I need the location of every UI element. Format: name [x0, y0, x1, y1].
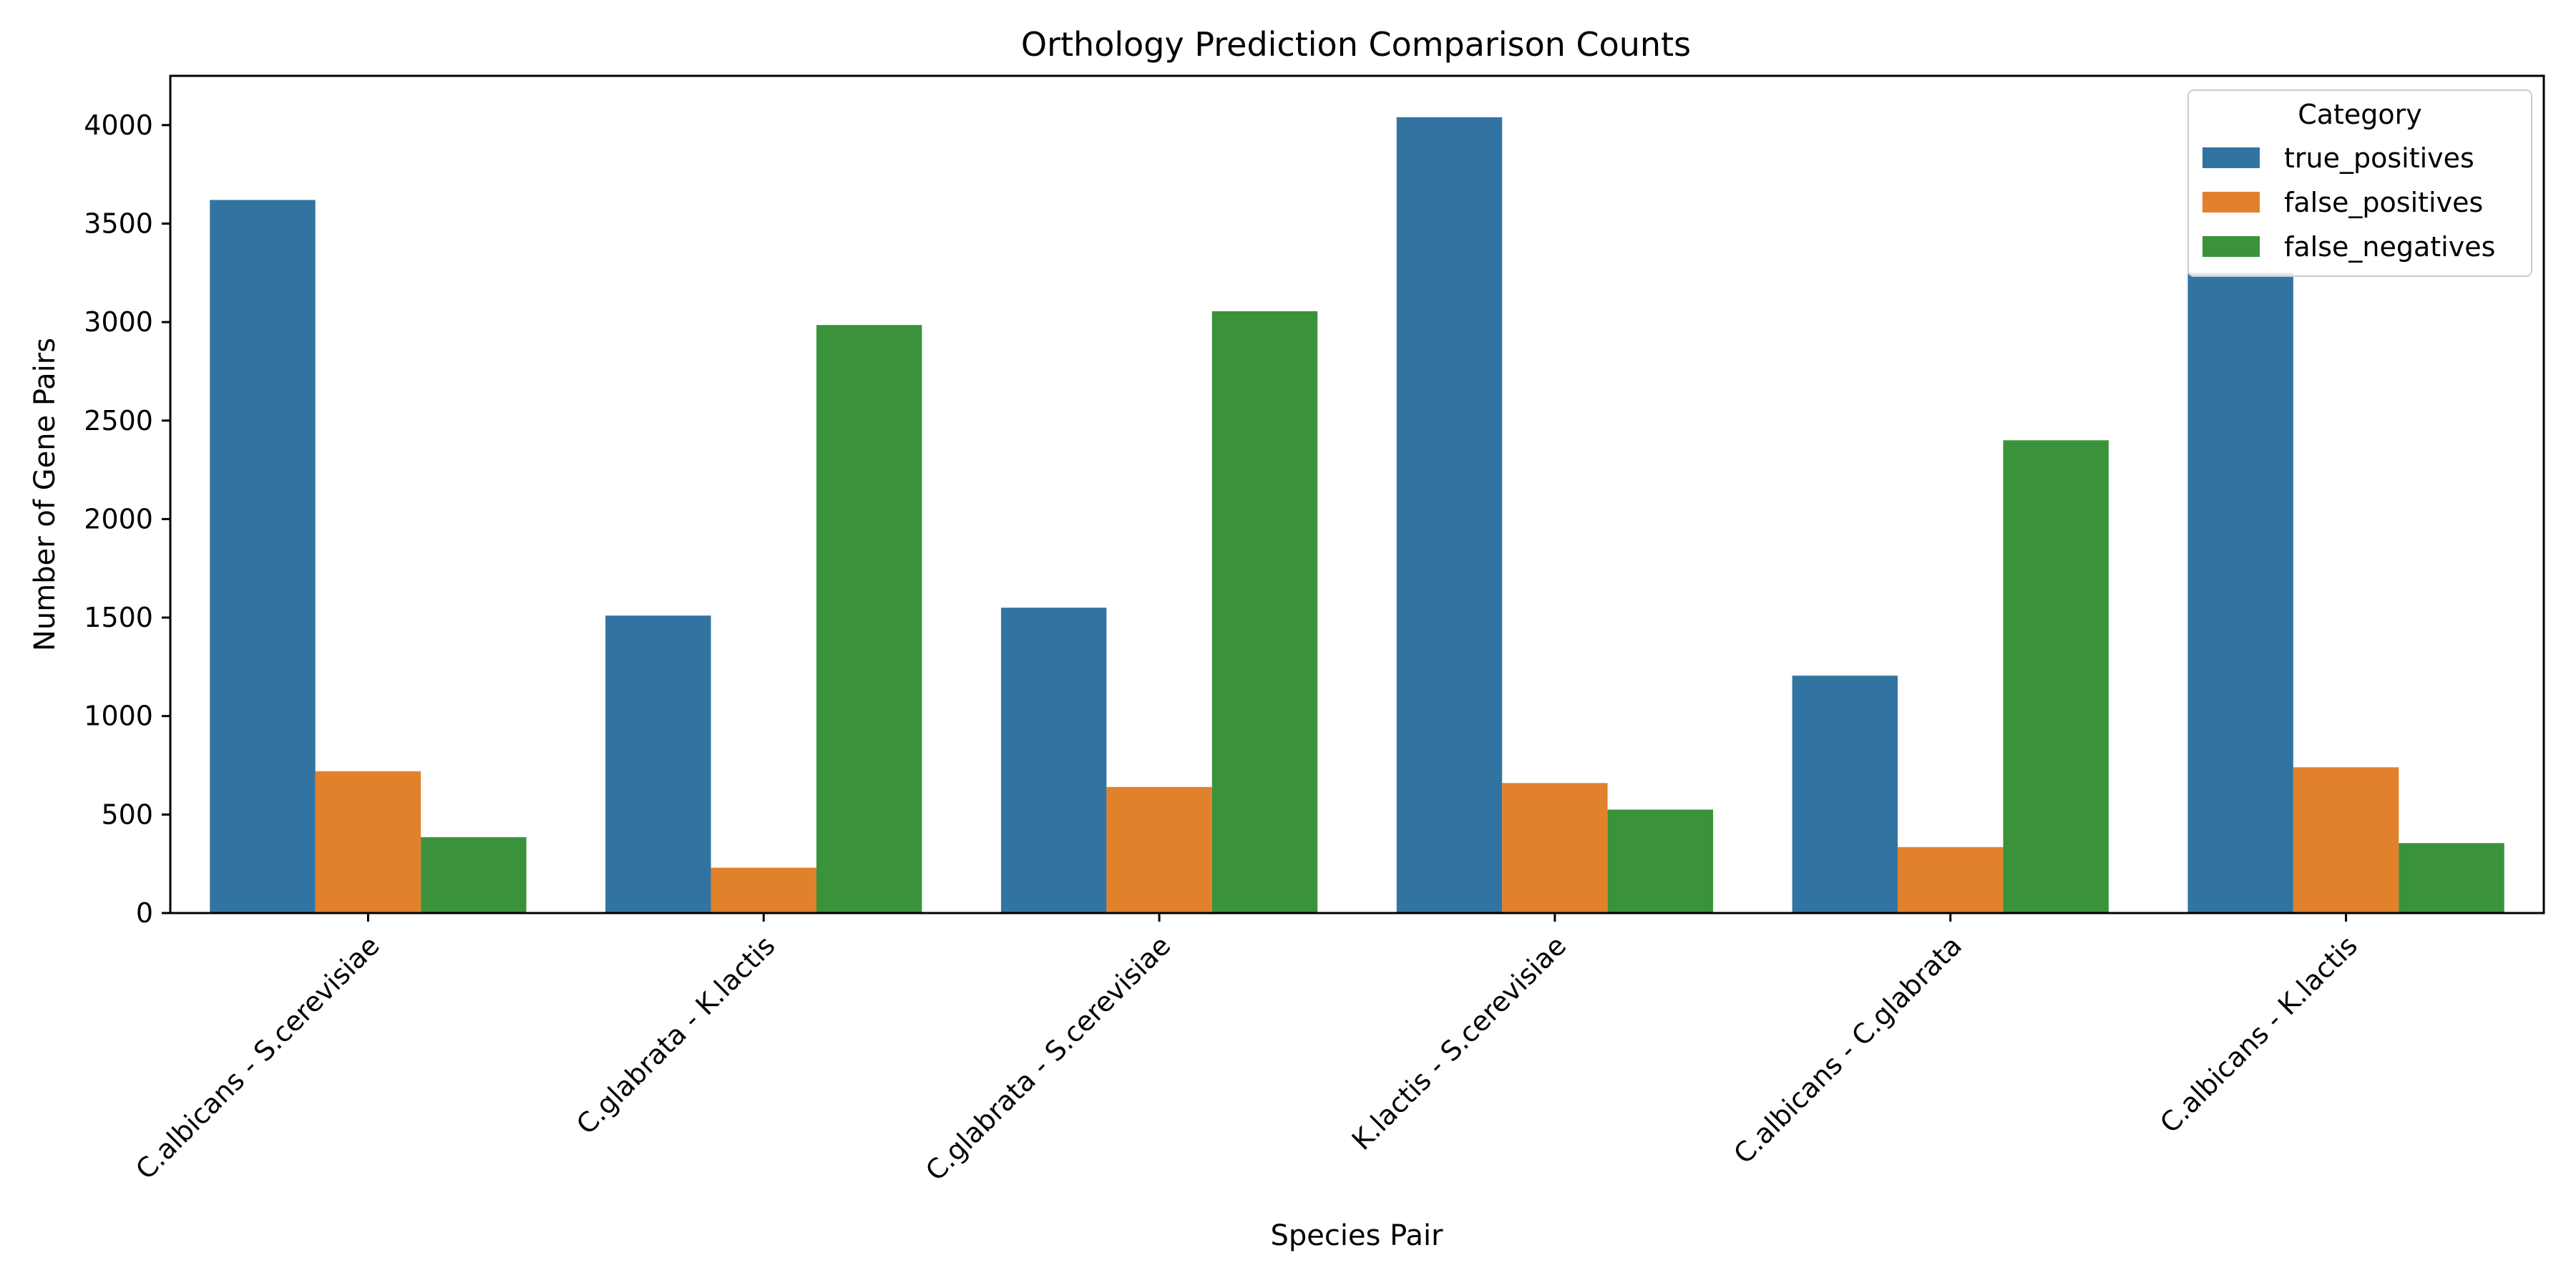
bar-true_positives-1 — [210, 200, 316, 913]
legend-label-false_negatives: false_negatives — [2284, 231, 2495, 263]
bar-true_positives-6 — [2187, 273, 2293, 913]
y-tick-label: 2500 — [84, 405, 153, 436]
plot-frame — [169, 74, 2545, 914]
bar-false_negatives-6 — [2399, 843, 2504, 913]
bar-false_negatives-3 — [1211, 311, 1318, 914]
legend: Category true_positives false_positivesfal… — [2187, 89, 2532, 277]
bar-false_positives-4 — [1502, 783, 1608, 913]
bar-false_negatives-4 — [1607, 809, 1714, 913]
legend-swatch-true_positives — [2202, 147, 2260, 168]
bar-true_positives-4 — [1396, 117, 1503, 913]
y-tick-label: 500 — [101, 799, 153, 830]
bar-true_positives-5 — [1792, 675, 1898, 913]
legend-label-true_positives: true_positives — [2284, 142, 2474, 174]
bar-false_positives-5 — [1898, 847, 2004, 913]
bar-false_positives-3 — [1106, 786, 1212, 913]
y-tick-label: 4000 — [84, 109, 153, 141]
bar-false_negatives-2 — [816, 325, 922, 913]
y-tick-label: 3500 — [84, 208, 153, 239]
y-tick-label: 3000 — [84, 306, 153, 338]
bar-false_negatives-5 — [2003, 440, 2109, 913]
y-tick-label: 1000 — [84, 701, 153, 732]
bars-layer — [210, 117, 2504, 914]
legend-title: Category — [2298, 99, 2422, 130]
y-tick-label: 2000 — [84, 503, 153, 535]
y-tick-label: 1500 — [84, 602, 153, 633]
chart-title: Orthology Prediction Comparison Counts — [1021, 25, 1691, 64]
legend-swatch-false_negatives — [2202, 236, 2260, 257]
x-axis-label: Species Pair — [1270, 1219, 1443, 1252]
bar-true_positives-3 — [1000, 608, 1107, 913]
bar-false_positives-2 — [711, 867, 816, 913]
legend-box — [2187, 89, 2532, 277]
y-tick-label: 0 — [136, 897, 153, 929]
bar-false_positives-1 — [315, 771, 421, 913]
bar-false_positives-6 — [2293, 767, 2399, 913]
bar-true_positives-2 — [605, 615, 711, 913]
bar-false_negatives-1 — [421, 837, 527, 913]
legend-label-false_positives: false_positives — [2284, 187, 2483, 218]
y-axis-label: Number of Gene Pairs — [29, 338, 62, 651]
legend-swatch-false_positives — [2202, 192, 2260, 213]
